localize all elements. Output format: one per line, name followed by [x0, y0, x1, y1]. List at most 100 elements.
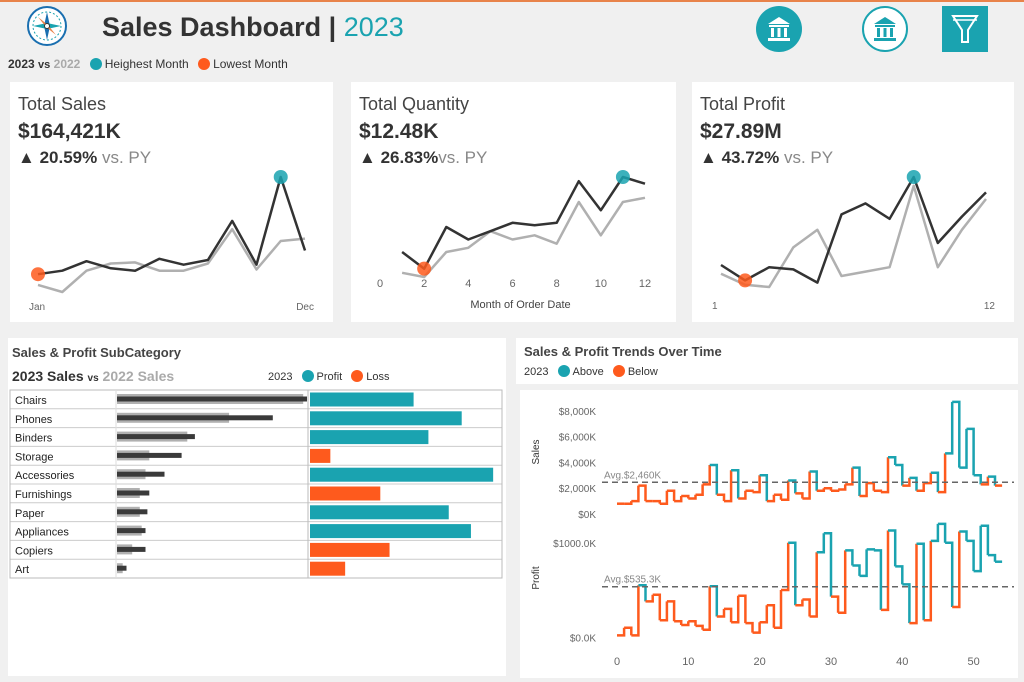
- step-segment: [738, 490, 747, 500]
- x-tick-label: 20: [754, 656, 766, 668]
- category-label: Storage: [15, 451, 54, 463]
- step-segment: [945, 541, 954, 607]
- y-tick-label: $0.0K: [570, 633, 596, 644]
- loss-dot-icon: [351, 370, 364, 382]
- profit-loss-legend: 2023 Profit Loss: [268, 370, 390, 383]
- x-tick-label: 0: [614, 656, 620, 668]
- step-segment: [802, 598, 811, 617]
- kpi-vs: vs. PY: [783, 148, 834, 167]
- step-segment: [766, 494, 776, 503]
- step-segment: [852, 466, 861, 496]
- step-segment: [873, 549, 883, 610]
- legend-vs: vs: [87, 373, 99, 384]
- step-segment: [681, 494, 690, 499]
- step-segment: [838, 550, 847, 614]
- step-segment: [645, 594, 654, 603]
- up-arrow-icon: ▲: [700, 148, 717, 167]
- x-tick-label: 6: [509, 278, 515, 290]
- lowest-month-point: [417, 261, 432, 276]
- bank-icon[interactable]: [756, 6, 802, 52]
- compass-logo-icon: [27, 6, 67, 46]
- bar-2023-sales: [117, 565, 127, 571]
- step-segment: [702, 465, 711, 486]
- average-label: Avg.$535.3K: [604, 575, 661, 586]
- series-line-2023: [401, 175, 646, 270]
- step-segment: [766, 603, 776, 628]
- step-segment: [731, 468, 740, 499]
- step-segment: [716, 608, 726, 618]
- kpi-title: Total Sales: [18, 94, 107, 114]
- step-segment: [752, 622, 761, 634]
- step-segment: [745, 489, 754, 493]
- top-accent-line: [0, 0, 1024, 2]
- highest-month-point: [906, 170, 921, 184]
- category-label: Phones: [15, 414, 53, 426]
- x-tick-label: Dec: [296, 302, 314, 313]
- step-segment: [716, 493, 726, 502]
- average-label: Avg.$2,460K: [604, 470, 661, 481]
- step-segment: [659, 490, 669, 505]
- step-segment: [674, 619, 683, 625]
- bank-icon[interactable]: [862, 6, 908, 52]
- category-label: Art: [15, 564, 29, 576]
- category-label: Furnishings: [15, 489, 72, 501]
- sales-line-chart[interactable]: Jan Dec: [10, 82, 333, 322]
- trends-step-chart[interactable]: $0K $2,000K $4,000K $6,000K $8,000K Sales Avg.…: [520, 390, 1018, 678]
- legend-profit: Profit: [316, 371, 343, 383]
- above-dot-icon: [557, 365, 570, 377]
- trends-panel: $0K $2,000K $4,000K $6,000K $8,000K Sales Avg.…: [520, 390, 1018, 678]
- category-label: Accessories: [15, 470, 75, 482]
- step-segment: [631, 585, 640, 637]
- kpi-delta: ▲ 26.83%vs. PY: [359, 148, 487, 168]
- step-segment: [709, 463, 719, 495]
- step-segment: [873, 489, 883, 493]
- step-segment: [638, 484, 647, 502]
- step-segment: [688, 619, 697, 626]
- step-segment: [795, 492, 804, 499]
- step-segment: [695, 484, 704, 496]
- filter-icon[interactable]: [942, 6, 988, 52]
- step-segment: [980, 524, 990, 556]
- step-segment: [937, 453, 947, 494]
- kpi-delta-value: 43.72%: [721, 148, 780, 167]
- legend-year: 2023: [268, 371, 293, 383]
- step-segment: [781, 480, 790, 502]
- step-segment: [788, 541, 797, 606]
- profit-bar: [310, 430, 429, 445]
- bar-2023-sales: [117, 509, 148, 515]
- step-segment: [923, 540, 933, 622]
- y-tick-label: $1000.0K: [553, 539, 596, 550]
- y-axis-label: Profit: [531, 566, 542, 590]
- title-year: 2023: [343, 12, 404, 42]
- bar-2023-sales: [117, 434, 195, 440]
- x-tick-label: 1: [712, 301, 718, 312]
- profit-bar: [310, 505, 449, 520]
- x-tick-label: Jan: [29, 302, 45, 313]
- step-segment: [945, 401, 954, 455]
- kpi-delta: ▲ 43.72% vs. PY: [700, 148, 833, 168]
- lowest-month-point: [738, 273, 753, 288]
- step-segment: [909, 476, 918, 491]
- legend-previous-year: 2022: [53, 57, 81, 71]
- y-axis-label: Sales: [531, 439, 542, 464]
- step-segment: [759, 605, 769, 624]
- step-segment: [773, 590, 783, 630]
- step-segment: [980, 476, 990, 486]
- profit-line-chart[interactable]: 1 12: [692, 82, 1014, 322]
- quantity-line-chart[interactable]: 0 2 4 6 8 10 12 Month of Order Date: [351, 82, 676, 322]
- subcategory-panel: Sales & Profit SubCategory 2023 Sales vs…: [8, 338, 506, 676]
- step-segment: [831, 489, 840, 493]
- step-segment: [666, 600, 676, 622]
- step-segment: [952, 400, 961, 468]
- x-tick-label: 10: [682, 656, 694, 668]
- kpi-vs: vs. PY: [438, 148, 488, 167]
- step-segment: [987, 553, 997, 562]
- top-legend: 2023 vs 2022 Heighest Month Lowest Month: [8, 57, 288, 71]
- title-separator: |: [328, 12, 337, 42]
- trends-header: Sales & Profit Trends Over Time 2023 Abo…: [516, 338, 1018, 384]
- y-tick-label: $2,000K: [559, 484, 597, 495]
- series-line-2023: [720, 175, 987, 284]
- step-segment: [866, 548, 876, 551]
- subcategory-bar-chart[interactable]: Chairs Phones Binders Storage Accessories Fur…: [8, 338, 506, 676]
- step-segment: [688, 494, 697, 500]
